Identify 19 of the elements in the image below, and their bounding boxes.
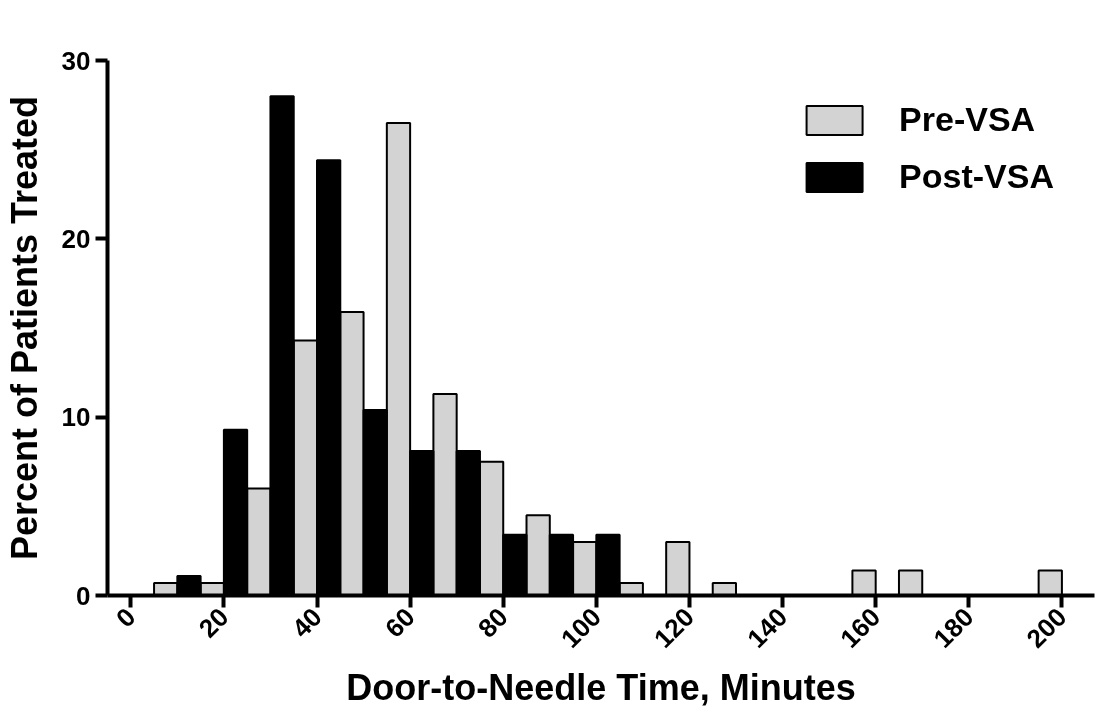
y-axis-title: Percent of Patients Treated [3, 95, 45, 561]
y-tick-label: 20 [61, 223, 91, 254]
x-tick-label: 160 [834, 601, 887, 654]
x-tick-label: 80 [472, 601, 514, 644]
x-tick-label: 140 [741, 601, 794, 654]
y-tick-label: 30 [61, 45, 91, 76]
x-tick-label: 200 [1020, 601, 1073, 654]
y-tick-label: 0 [76, 580, 91, 611]
y-tick-label: 10 [61, 402, 91, 433]
x-tick-label: 0 [109, 601, 142, 634]
legend-label: Pre-VSA [899, 100, 1036, 139]
x-tick-label: 20 [192, 601, 235, 644]
legend-label: Post-VSA [899, 157, 1054, 196]
x-tick-label: 100 [555, 601, 607, 654]
x-axis-title: Door-to-Needle Time, Minutes [346, 666, 856, 708]
x-tick-label: 60 [379, 601, 421, 644]
x-tick-label: 40 [285, 601, 328, 644]
x-tick-label: 120 [648, 601, 701, 654]
x-tick-label: 180 [927, 601, 980, 654]
